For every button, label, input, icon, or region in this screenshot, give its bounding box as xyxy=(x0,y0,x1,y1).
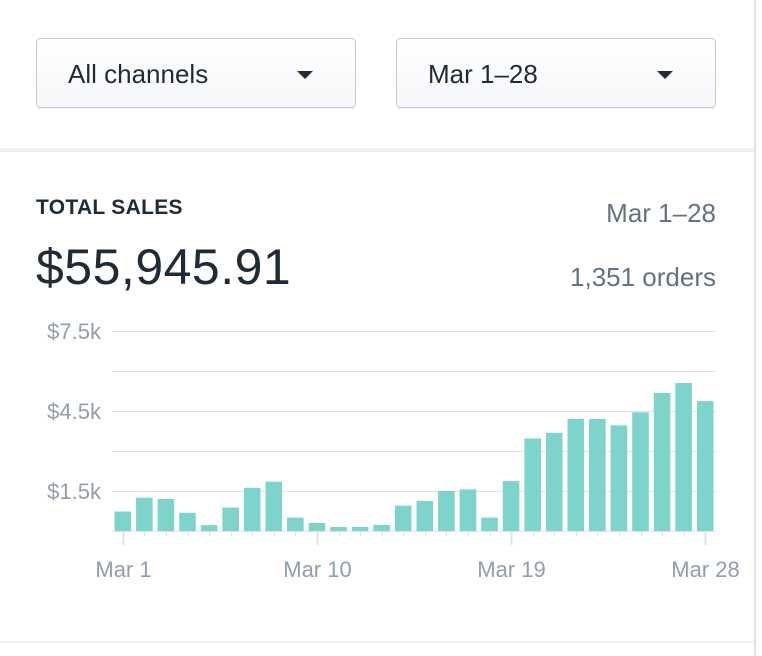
bar xyxy=(502,481,520,531)
bar xyxy=(589,419,606,531)
y-tick-label: $7.5k xyxy=(47,319,102,344)
card-title: TOTAL SALES xyxy=(36,196,183,219)
bar xyxy=(265,481,283,531)
bar xyxy=(459,489,477,531)
channel-select[interactable]: All channels xyxy=(36,38,356,108)
bar xyxy=(610,425,628,531)
bar xyxy=(351,527,369,531)
bar xyxy=(243,487,261,531)
caret-down-icon xyxy=(297,71,313,79)
card-date-range: Mar 1–28 xyxy=(606,198,716,228)
y-tick-label: $1.5k xyxy=(47,479,102,504)
bar xyxy=(481,517,498,531)
bar xyxy=(114,511,132,531)
bar xyxy=(438,491,455,531)
date-range-select-value: Mar 1–28 xyxy=(428,59,538,89)
bar xyxy=(330,527,347,531)
channel-select-value: All channels xyxy=(68,59,209,89)
bar xyxy=(632,412,649,531)
bar xyxy=(222,507,239,531)
bar xyxy=(179,512,196,531)
x-tick-label: Mar 28 xyxy=(671,557,739,582)
bar xyxy=(675,383,692,531)
bar xyxy=(308,523,326,531)
bar xyxy=(373,524,390,531)
bar xyxy=(394,505,412,531)
date-range-select[interactable]: Mar 1–28 xyxy=(396,38,716,108)
bar xyxy=(524,438,541,531)
bar xyxy=(200,525,218,531)
orders-count: 1,351 orders xyxy=(570,262,716,292)
bottom-divider xyxy=(0,641,754,643)
bar xyxy=(157,499,175,531)
bar xyxy=(287,517,304,531)
bar xyxy=(136,497,153,531)
sales-bar-chart: $7.5k $4.5k $1.5k Mar 1 Mar 10 Mar 19 Mar 28 xyxy=(47,319,740,582)
x-tick-label: Mar 1 xyxy=(95,557,151,582)
bar xyxy=(653,392,671,531)
bar xyxy=(567,419,585,531)
caret-down-icon xyxy=(657,71,673,79)
y-tick-label: $4.5k xyxy=(47,399,102,424)
filter-bar: All channels Mar 1–28 xyxy=(0,0,754,148)
bar xyxy=(416,500,434,531)
x-tick-label: Mar 19 xyxy=(477,557,545,582)
panel-right-border xyxy=(754,0,756,656)
x-tick-label: Mar 10 xyxy=(283,557,351,582)
section-divider xyxy=(0,148,754,152)
bar xyxy=(545,432,563,531)
total-sales-value: $55,945.91 xyxy=(36,239,292,295)
bar xyxy=(696,401,714,531)
